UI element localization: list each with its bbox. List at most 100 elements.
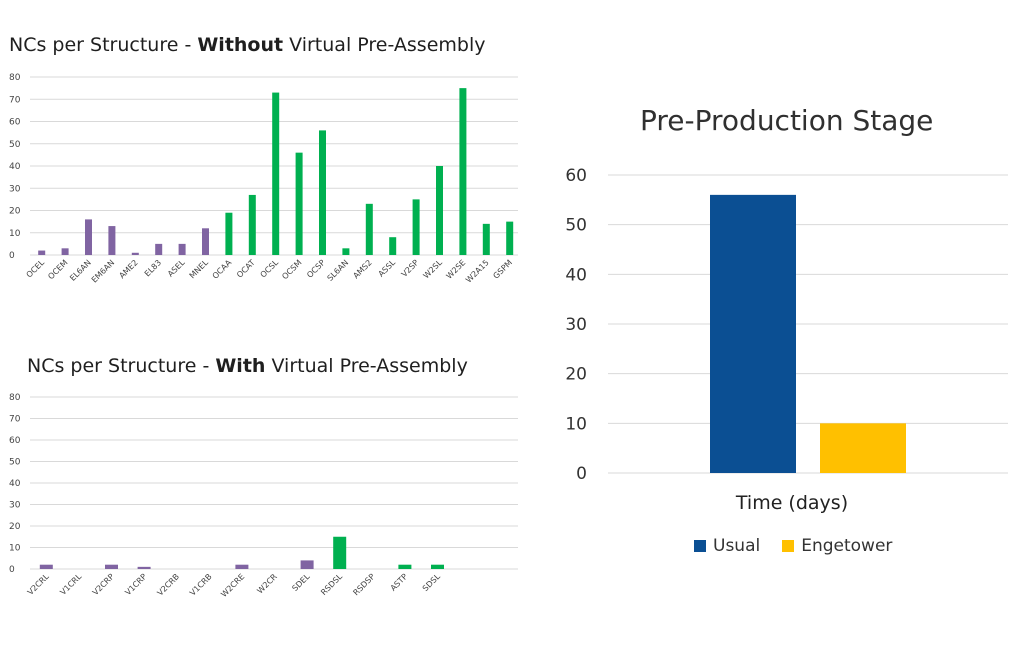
bar-v2sp	[412, 199, 420, 255]
x-tick-label: MNEL	[188, 258, 211, 281]
bar-ams2	[365, 203, 373, 255]
bar-asel	[178, 243, 186, 255]
bar-w2a15	[482, 223, 490, 255]
bar-el6an	[85, 219, 92, 255]
legend-swatch-usual	[694, 540, 706, 552]
x-tick-label: V2CRP	[91, 572, 116, 597]
y-tick-label: 50	[565, 216, 587, 236]
y-tick-label: 0	[9, 565, 15, 575]
bar-gspm	[506, 221, 514, 255]
bar-assl	[389, 237, 397, 255]
chart-title-without: NCs per Structure - Without Virtual Pre-…	[9, 34, 485, 56]
x-tick-label: OCSP	[305, 258, 327, 280]
title-suffix: Virtual Pre-Assembly	[265, 355, 468, 377]
title-bold: Without	[197, 34, 284, 56]
y-tick-label: 40	[565, 265, 587, 285]
bar-chart-with-vpa: 0 10 20 30 40 50 60 70 80 V2CRL V1CRL V2CRP V1CRP V2C…	[9, 393, 518, 599]
x-tick-label: OCSM	[280, 258, 303, 281]
bar-ocsl	[272, 92, 280, 255]
x-tick-label: RSDSL	[319, 572, 344, 597]
y-tick-label: 20	[9, 207, 21, 217]
x-tick-label: V2CRL	[26, 572, 51, 597]
bar-w2se	[459, 88, 467, 255]
x-tick-label: AME2	[117, 258, 139, 280]
y-tick-label: 70	[9, 415, 21, 425]
title-bold: With	[215, 355, 266, 377]
bar-v2crl	[39, 564, 53, 569]
y-tick-label: 10	[9, 229, 21, 239]
bar-usual	[710, 194, 796, 473]
legend-item-engetower: Engetower	[782, 536, 892, 556]
x-tick-label: ASEL	[166, 258, 187, 279]
bar-mnel	[202, 228, 209, 255]
bar-sdsl	[431, 564, 444, 569]
x-tick-label: V2CRB	[156, 572, 182, 598]
legend-item-usual: Usual	[694, 536, 760, 556]
bar-el83	[155, 243, 163, 255]
x-tick-label: V1CRB	[188, 572, 214, 598]
x-tick-label: EL6AN	[68, 258, 93, 283]
bar-ame2	[131, 252, 139, 255]
y-tick-label: 10	[565, 414, 587, 434]
y-tick-label: 50	[9, 140, 21, 150]
x-tick-label: V2SP	[400, 258, 421, 279]
x-tick-label: OCEM	[46, 258, 69, 281]
bar-engetower	[820, 423, 906, 473]
bar-em6an	[108, 226, 116, 255]
y-tick-label: 20	[565, 365, 587, 385]
bar-ocsm	[295, 152, 303, 255]
y-tick-label: 10	[9, 544, 21, 554]
bar-astp	[398, 564, 412, 569]
bar-ocel	[38, 250, 46, 255]
y-tick-label: 0	[9, 251, 15, 261]
x-tick-label: AMS2	[351, 258, 373, 280]
x-tick-label: OCEL	[25, 258, 47, 280]
x-tick-label: W2SL	[422, 258, 445, 281]
x-tick-label: ASSL	[377, 258, 398, 279]
x-tick-label: V1CRL	[58, 572, 83, 597]
x-tick-label: W2A15	[464, 258, 491, 285]
title-prefix: NCs per Structure -	[27, 355, 216, 377]
bar-rsdsl	[333, 536, 347, 569]
y-tick-label: 0	[576, 464, 587, 484]
x-tick-label: EM6AN	[90, 258, 117, 285]
x-tick-label: GSPM	[491, 258, 514, 281]
x-tick-label: SDSL	[421, 572, 442, 593]
x-tick-label: V1CRP	[123, 572, 148, 597]
y-tick-label: 80	[9, 73, 21, 83]
bar-ocsp	[319, 130, 326, 255]
x-tick-label: W2CR	[255, 572, 279, 596]
bar-w2sl	[436, 166, 443, 255]
bar-v2crp	[105, 564, 118, 569]
bar-sdel	[300, 560, 314, 569]
x-tick-label: ASTP	[389, 572, 410, 593]
y-tick-label: 60	[9, 118, 21, 128]
legend-label-engetower: Engetower	[801, 536, 893, 556]
title-prefix: NCs per Structure -	[9, 34, 198, 56]
y-tick-label: 50	[9, 458, 21, 468]
bar-sl6an	[342, 248, 350, 255]
y-tick-label: 30	[9, 501, 21, 511]
x-tick-label: OCSL	[259, 258, 281, 280]
y-tick-label: 40	[9, 162, 21, 172]
bar-chart-preproduction: 0 10 20 30 40 50 60 Time (days)	[565, 166, 1008, 514]
y-tick-label: 70	[9, 95, 21, 105]
title-suffix: Virtual Pre-Assembly	[283, 34, 486, 56]
chart-title-preproduction: Pre-Production Stage	[640, 104, 934, 137]
chart-title-with: NCs per Structure - With Virtual Pre-Ass…	[27, 355, 468, 377]
y-tick-label: 20	[9, 522, 21, 532]
x-tick-label: W2CRE	[219, 572, 246, 599]
x-tick-label: EL83	[143, 258, 163, 278]
y-tick-label: 80	[9, 393, 21, 403]
x-axis-label: Time (days)	[735, 492, 848, 514]
y-tick-label: 60	[9, 436, 21, 446]
y-tick-label: 40	[9, 479, 21, 489]
chart-legend: Usual Engetower	[694, 536, 892, 556]
bar-ocat	[248, 194, 256, 255]
y-tick-label: 30	[565, 315, 587, 335]
x-tick-label: SDEL	[290, 572, 311, 593]
x-tick-label: RSDSP	[351, 572, 376, 597]
legend-label-usual: Usual	[713, 536, 761, 556]
x-tick-label: SL6AN	[325, 258, 350, 283]
